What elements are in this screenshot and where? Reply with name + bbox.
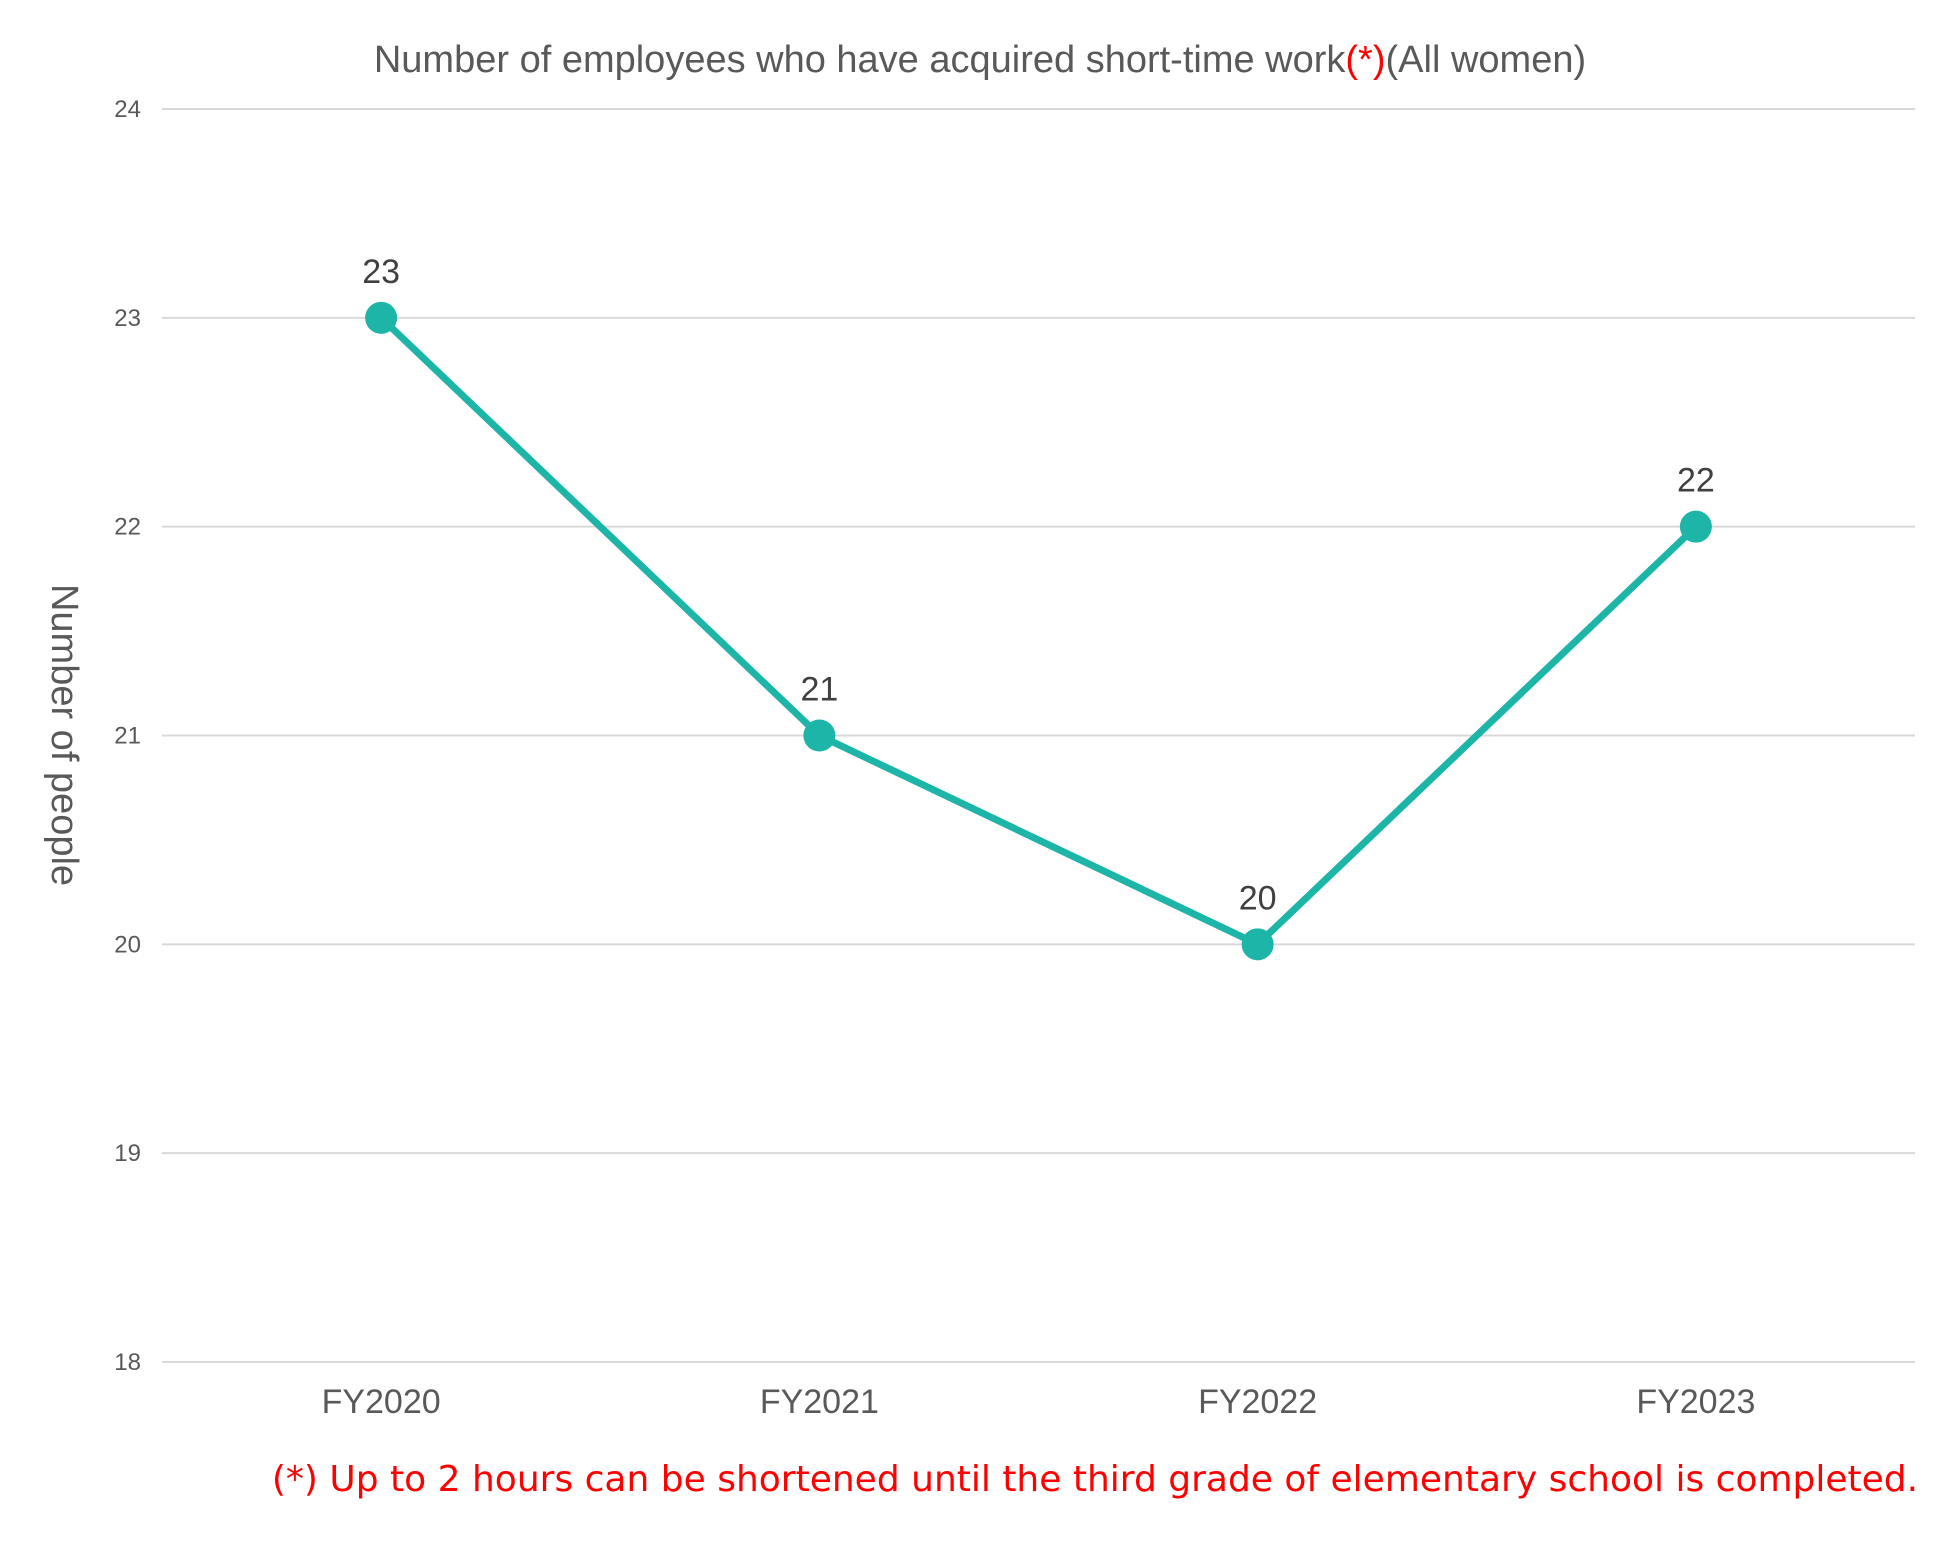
x-tick-label: FY2020 bbox=[322, 1383, 441, 1421]
y-tick-label: 19 bbox=[114, 1140, 141, 1167]
data-label: 23 bbox=[362, 253, 400, 291]
x-tick-label: FY2023 bbox=[1636, 1383, 1755, 1421]
footnote: (*) Up to 2 hours can be shortened until… bbox=[272, 1459, 1918, 1500]
y-tick-label: 20 bbox=[114, 931, 141, 958]
x-tick-label: FY2021 bbox=[760, 1383, 879, 1421]
y-tick-label: 24 bbox=[114, 96, 141, 123]
x-axis-ticks: FY2020 FY2021 FY2022 FY2023 bbox=[322, 1383, 1756, 1421]
series-layer bbox=[365, 301, 1712, 961]
data-point bbox=[803, 719, 836, 752]
y-tick-label: 23 bbox=[114, 305, 141, 332]
y-tick-label: 18 bbox=[114, 1349, 141, 1376]
data-label: 20 bbox=[1239, 879, 1277, 917]
data-label: 21 bbox=[800, 671, 838, 709]
y-tick-label: 21 bbox=[114, 723, 141, 750]
series-line bbox=[377, 314, 1700, 948]
y-axis-label: Number of people bbox=[43, 584, 85, 886]
data-label: 22 bbox=[1677, 462, 1715, 500]
x-tick-label: FY2022 bbox=[1198, 1383, 1317, 1421]
data-point bbox=[1241, 928, 1274, 961]
data-labels: 23 21 20 22 bbox=[362, 253, 1715, 917]
chart-title-suffix: (All women) bbox=[1386, 39, 1587, 81]
data-point bbox=[1679, 510, 1712, 543]
gridlines bbox=[162, 108, 1915, 1363]
y-tick-label: 22 bbox=[114, 514, 141, 541]
data-point bbox=[365, 301, 398, 334]
chart-title-main: Number of employees who have acquired sh… bbox=[374, 39, 1347, 81]
chart-title-mark: (*) bbox=[1345, 39, 1385, 81]
chart-title: Number of employees who have acquired sh… bbox=[374, 39, 1586, 81]
y-axis-ticks: 18 19 20 21 22 23 24 bbox=[114, 96, 141, 1376]
